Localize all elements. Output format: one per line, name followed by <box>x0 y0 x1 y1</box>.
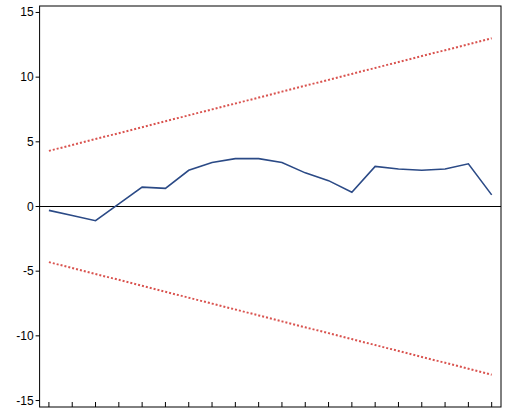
x-tick <box>328 402 329 407</box>
x-tick <box>398 402 399 407</box>
x-tick <box>445 402 446 407</box>
series-line <box>49 262 492 375</box>
x-tick <box>281 402 282 407</box>
zero-line <box>40 206 501 207</box>
series-line <box>49 159 492 221</box>
x-tick <box>351 402 352 407</box>
x-tick <box>142 402 143 407</box>
y-tick-label: -5 <box>23 264 34 278</box>
x-tick <box>118 402 119 407</box>
chart: -15 -10 -5 0 5 10 15 <box>0 0 511 415</box>
y-tick <box>36 335 40 336</box>
x-tick <box>165 402 166 407</box>
y-tick-label: 15 <box>20 5 34 19</box>
x-tick <box>95 402 96 407</box>
y-tick-label: 10 <box>20 70 34 84</box>
x-tick <box>48 402 49 407</box>
series-line <box>49 38 492 151</box>
x-tick <box>258 402 259 407</box>
y-tick <box>36 400 40 401</box>
plot-area <box>40 38 501 374</box>
y-tick-label: 0 <box>27 200 34 214</box>
x-tick <box>305 402 306 407</box>
x-tick <box>212 402 213 407</box>
y-tick-label: 5 <box>27 135 34 149</box>
x-tick <box>468 402 469 407</box>
y-tick <box>36 271 40 272</box>
x-tick <box>188 402 189 407</box>
x-tick <box>491 402 492 407</box>
y-tick <box>36 141 40 142</box>
plot-frame <box>40 6 501 407</box>
y-tick-label: -15 <box>16 394 34 408</box>
y-tick-label: -10 <box>16 329 34 343</box>
x-tick <box>421 402 422 407</box>
y-tick <box>36 206 40 207</box>
y-tick <box>36 77 40 78</box>
x-tick <box>72 402 73 407</box>
y-tick <box>36 12 40 13</box>
x-tick <box>375 402 376 407</box>
x-tick <box>235 402 236 407</box>
